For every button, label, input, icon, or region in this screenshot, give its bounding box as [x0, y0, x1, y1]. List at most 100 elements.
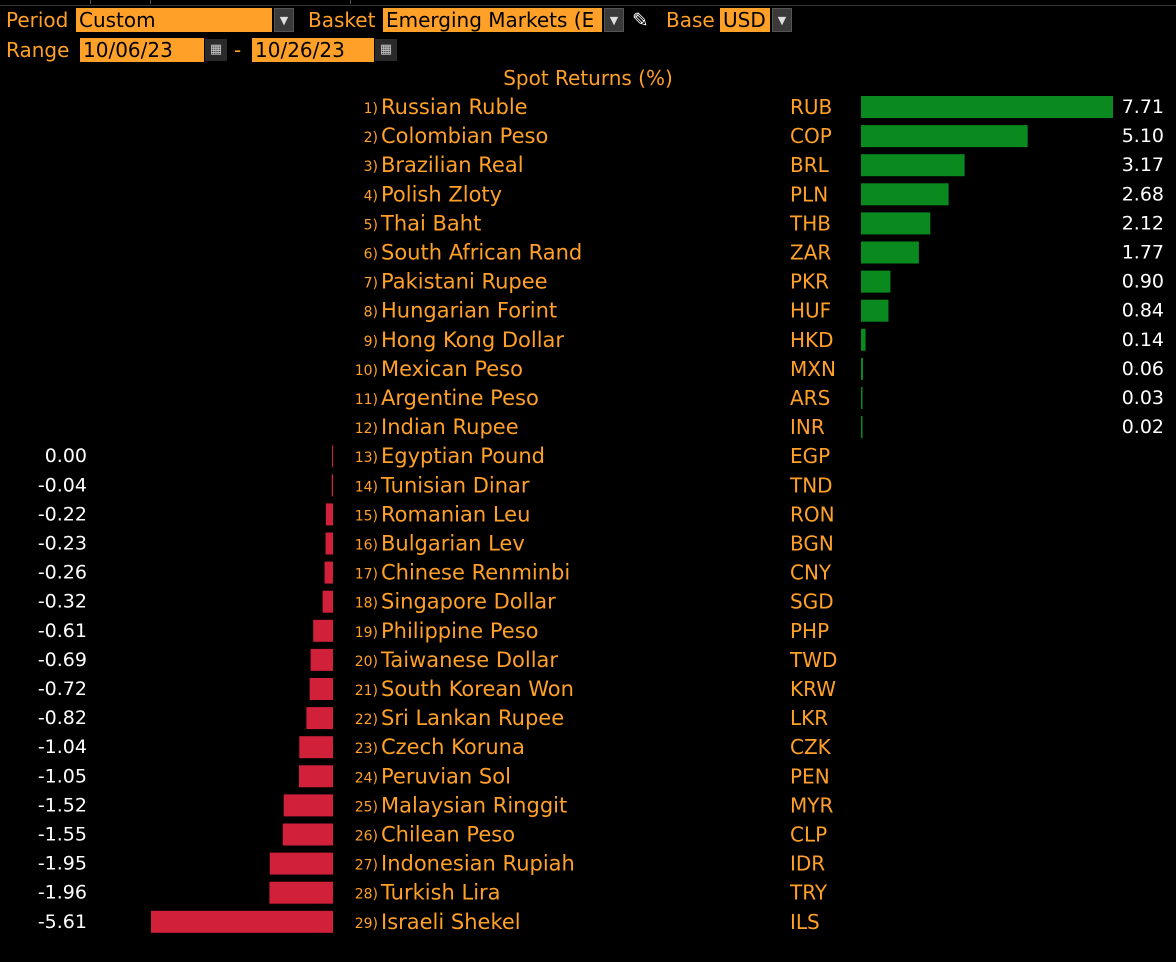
currency-code: HUF — [790, 299, 831, 323]
value-label: -0.23 — [38, 533, 87, 555]
value-label: -5.61 — [38, 911, 87, 933]
rank-label: 13) — [355, 450, 378, 466]
pencil-icon[interactable]: ✎ — [632, 8, 649, 32]
currency-name: Polish Zloty — [381, 182, 502, 206]
currency-name: Sri Lankan Rupee — [381, 706, 564, 730]
value-label: 0.03 — [1122, 387, 1164, 409]
currency-code: CZK — [790, 735, 832, 759]
value-label: -0.61 — [38, 620, 87, 642]
value-label: 3.17 — [1122, 154, 1164, 176]
currency-code: PHP — [790, 619, 829, 643]
currency-code: BGN — [790, 532, 834, 556]
value-label: 5.10 — [1122, 125, 1164, 147]
currency-name: Bulgarian Lev — [381, 532, 525, 556]
top-tab[interactable] — [150, 0, 351, 4]
bar-negative — [332, 445, 333, 468]
bar-negative — [331, 474, 333, 497]
currency-name: Colombian Peso — [381, 124, 548, 148]
bar-negative — [325, 503, 333, 526]
currency-name: Romanian Leu — [381, 502, 530, 526]
value-label: -1.95 — [38, 853, 87, 875]
currency-name: Taiwanese Dollar — [380, 648, 558, 672]
rank-label: 21) — [355, 683, 378, 699]
calendar-icon[interactable]: ▦ — [205, 39, 227, 61]
chevron-down-icon[interactable]: ▼ — [772, 8, 792, 32]
currency-code: PLN — [790, 182, 828, 206]
rank-label: 1) — [364, 101, 378, 117]
currency-code: INR — [790, 415, 825, 439]
range-start-input[interactable]: 10/06/23 — [80, 38, 204, 62]
rank-label: 23) — [355, 741, 378, 757]
rank-label: 20) — [355, 654, 378, 670]
bar-negative — [309, 678, 333, 700]
currency-code: IDR — [790, 852, 825, 876]
bar-positive — [861, 387, 863, 409]
top-tab[interactable] — [90, 0, 151, 4]
chevron-down-icon[interactable]: ▼ — [274, 8, 294, 32]
currency-code: ZAR — [790, 241, 831, 265]
currency-name: Mexican Peso — [381, 357, 523, 381]
currency-name: Malaysian Ringgit — [381, 793, 567, 817]
chevron-down-icon[interactable]: ▼ — [604, 8, 624, 32]
rank-label: 28) — [355, 887, 378, 903]
basket-select[interactable]: Emerging Markets (E — [383, 8, 602, 32]
value-label: -1.52 — [38, 794, 87, 816]
value-label: -1.96 — [38, 882, 87, 904]
rank-label: 6) — [364, 247, 378, 263]
currency-name: Tunisian Dinar — [380, 473, 530, 497]
value-label: 2.12 — [1122, 212, 1164, 234]
currency-name: Argentine Peso — [381, 386, 539, 410]
currency-name: Czech Koruna — [381, 735, 525, 759]
rank-label: 5) — [364, 217, 378, 233]
value-label: -0.82 — [38, 707, 87, 729]
base-select[interactable]: USD — [720, 8, 770, 32]
currency-code: TND — [789, 473, 833, 497]
currency-name: Chinese Renminbi — [381, 561, 570, 585]
bar-negative — [322, 590, 333, 613]
currency-code: CLP — [790, 823, 827, 847]
currency-code: TRY — [789, 881, 828, 905]
rank-label: 15) — [355, 508, 378, 524]
bar-negative — [282, 823, 333, 846]
bar-negative — [306, 707, 333, 730]
bar-positive — [861, 357, 863, 380]
rank-label: 22) — [355, 712, 378, 728]
value-label: 0.00 — [45, 445, 87, 467]
bar-positive — [861, 212, 931, 235]
calendar-icon[interactable]: ▦ — [375, 39, 397, 61]
bar-positive — [861, 96, 1113, 118]
value-label: -1.05 — [38, 765, 87, 787]
currency-name: South African Rand — [381, 241, 582, 265]
value-label: 0.90 — [1122, 271, 1164, 293]
value-label: 2.68 — [1122, 183, 1164, 205]
currency-name: Hungarian Forint — [381, 299, 557, 323]
bar-positive — [861, 125, 1028, 148]
currency-name: Chilean Peso — [381, 823, 515, 847]
range-end-input[interactable]: 10/26/23 — [252, 38, 374, 62]
rank-label: 25) — [355, 799, 378, 815]
rank-label: 12) — [355, 421, 378, 437]
currency-code: CNY — [790, 561, 832, 585]
period-label: Period — [6, 8, 69, 32]
currency-code: PKR — [790, 270, 829, 294]
currency-code: EGP — [790, 444, 830, 468]
currency-name: Indian Rupee — [381, 415, 519, 439]
value-label: 0.06 — [1122, 358, 1164, 380]
value-label: 0.02 — [1122, 416, 1164, 438]
period-select[interactable]: Custom — [76, 8, 272, 32]
value-label: -1.04 — [38, 736, 87, 758]
rank-label: 2) — [364, 130, 378, 146]
currency-name: South Korean Won — [381, 677, 574, 701]
currency-code: THB — [789, 211, 831, 235]
range-dash: - — [234, 38, 242, 62]
value-label: -1.55 — [38, 824, 87, 846]
currency-name: Hong Kong Dollar — [381, 328, 564, 352]
top-tab-strip — [0, 0, 1176, 6]
rank-label: 11) — [355, 392, 378, 408]
top-tab[interactable] — [0, 0, 91, 4]
currency-code: LKR — [790, 706, 828, 730]
currency-name: Israeli Shekel — [381, 910, 521, 934]
currency-name: Pakistani Rupee — [381, 270, 548, 294]
bar-negative — [298, 765, 333, 788]
